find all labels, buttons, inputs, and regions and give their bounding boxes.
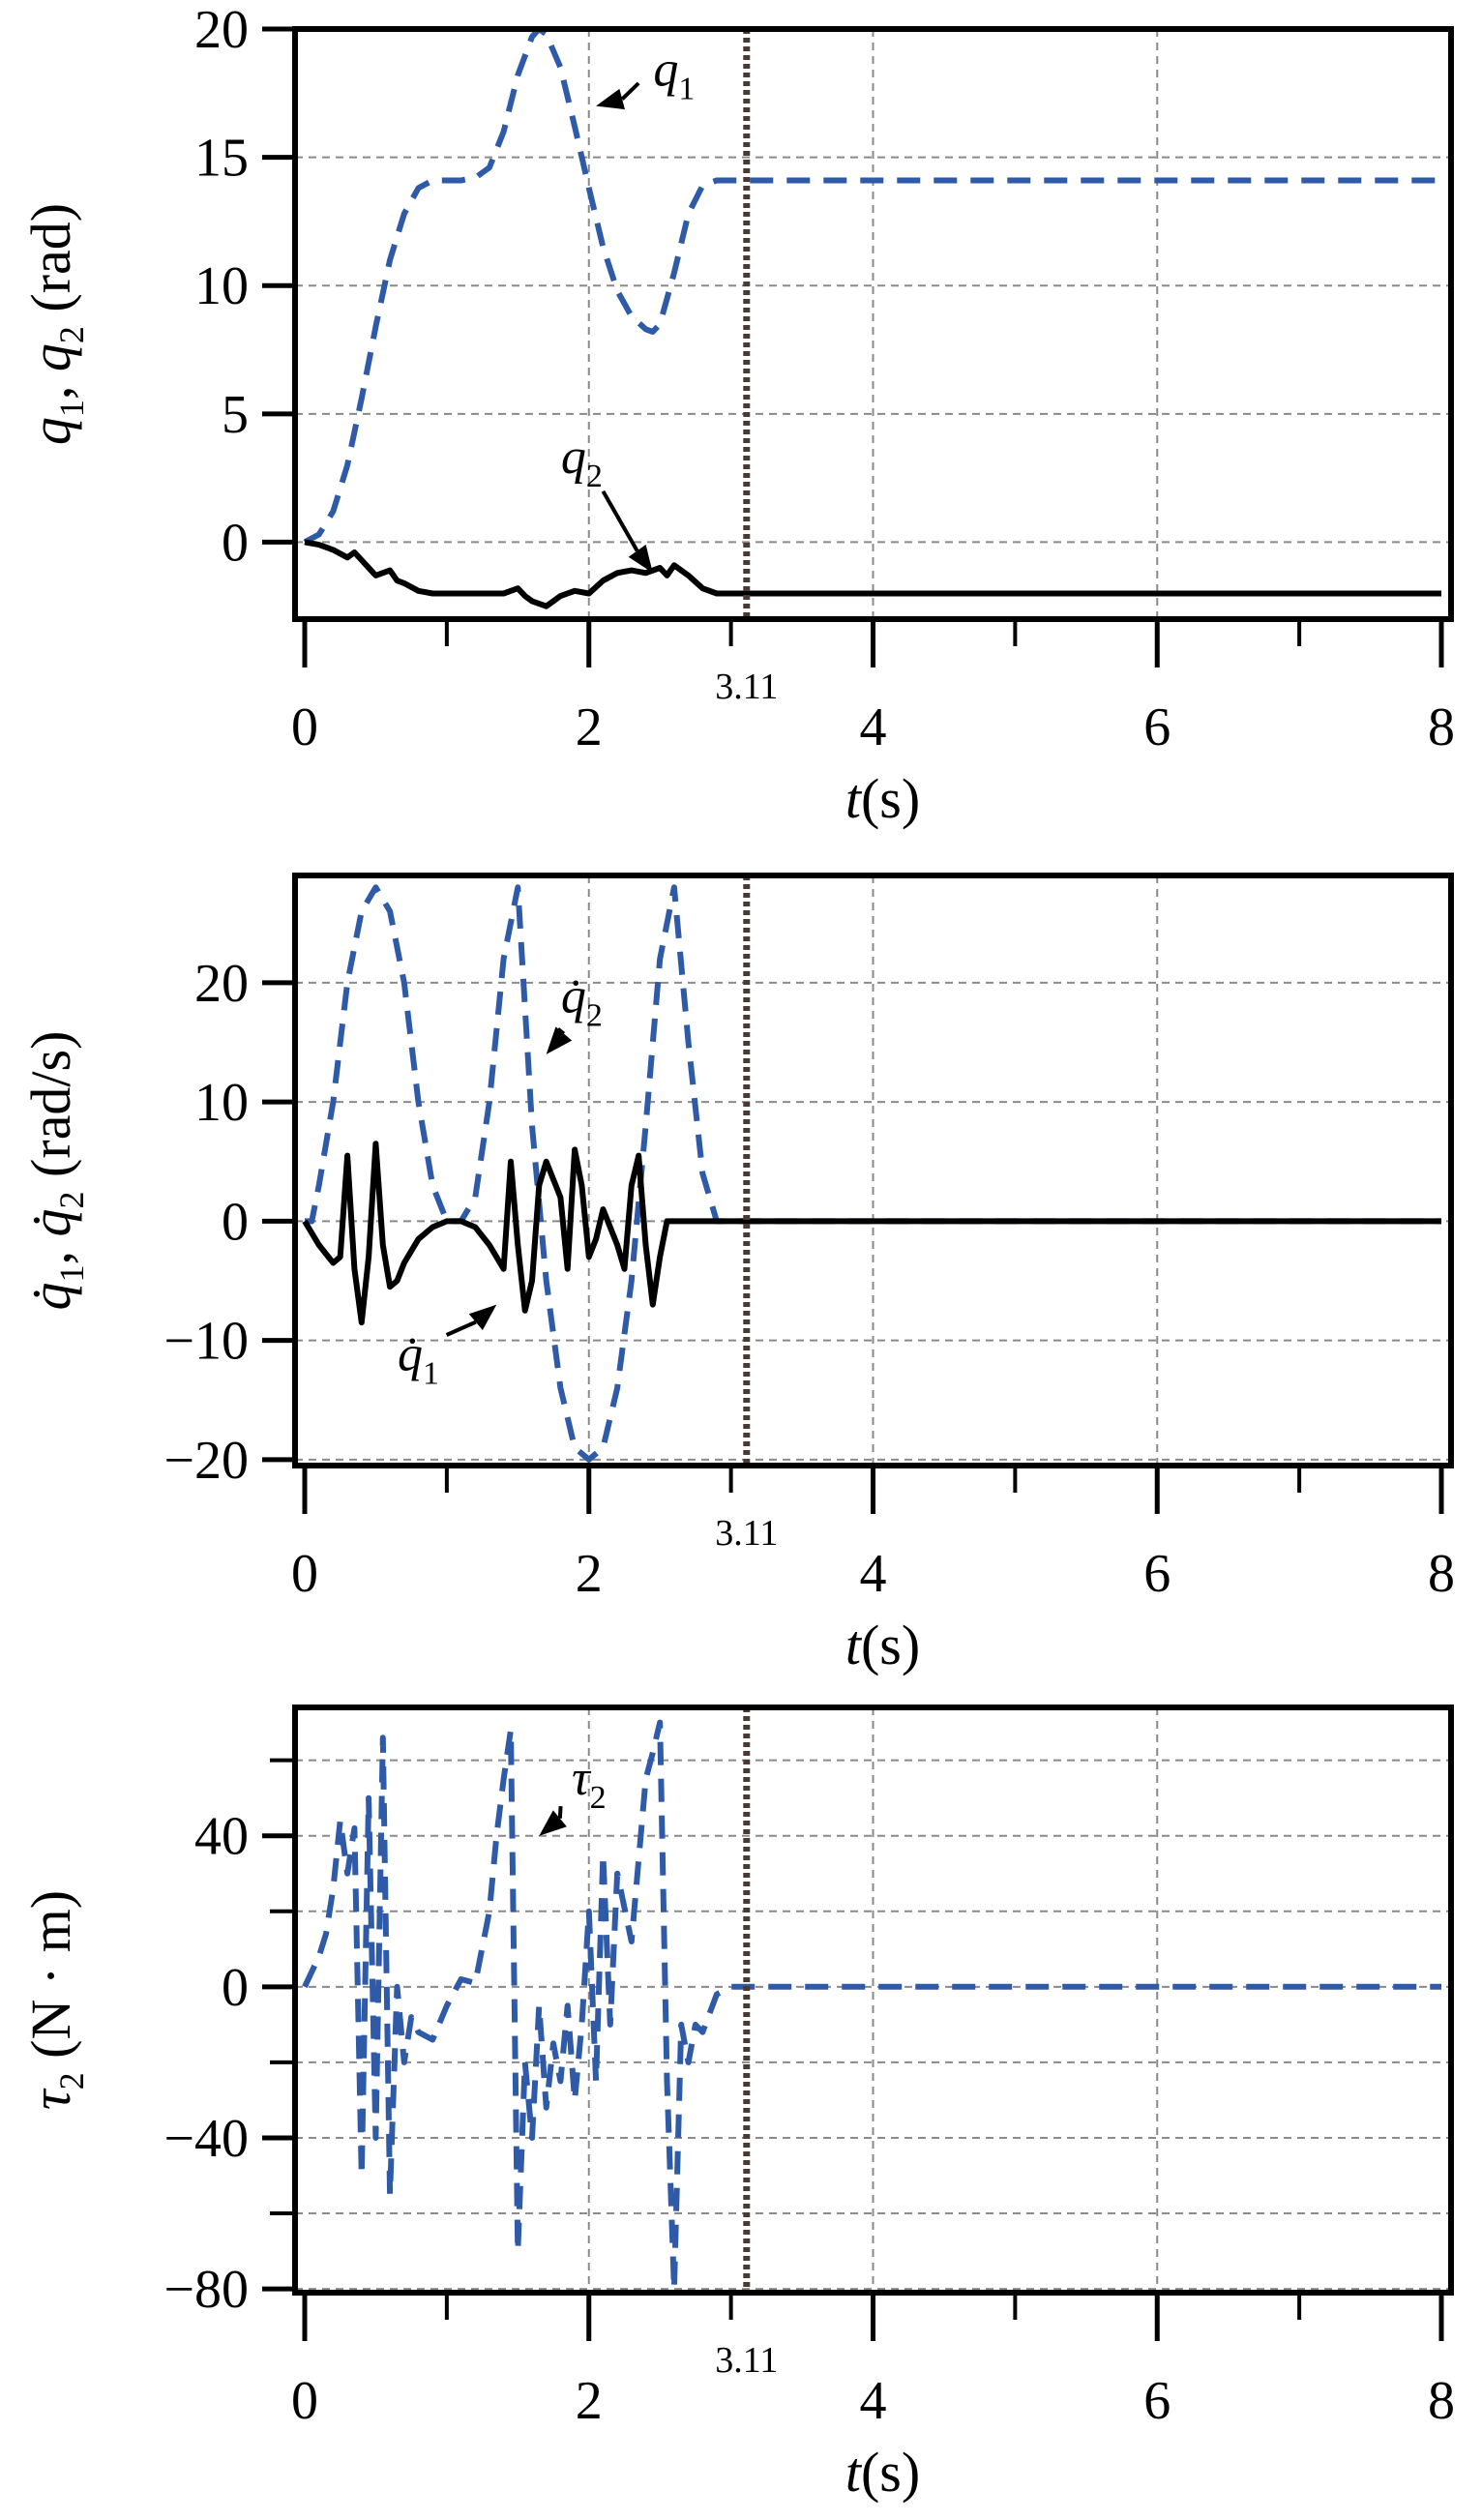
annotation-arrow [620,81,640,101]
x-tick-label: 8 [1428,1544,1455,1604]
y-tick-label: 0 [222,1192,249,1252]
y-axis-title: q̇1, q̇2 (rad/s) [19,1031,91,1311]
y-tick-label: 5 [222,385,249,445]
y-tick-label: 20 [194,954,249,1014]
y-tick-label: −40 [163,2109,249,2169]
annotation-label: q1 [653,42,695,106]
arrow-head [596,88,625,110]
annotation-arrow [445,1319,477,1337]
y-tick-label: 20 [194,0,249,60]
x-tick-label: 6 [1143,2371,1171,2431]
y-tick-label: 0 [222,1958,249,2018]
settling-time-label: 3.11 [715,667,778,707]
settling-time-label: 3.11 [715,2340,778,2381]
y-tick-label: 10 [194,1073,249,1133]
x-tick-label: 8 [1428,697,1455,757]
x-tick-label: 4 [860,2371,887,2431]
x-tick-label: 0 [291,697,318,757]
y-tick-label: −10 [163,1312,249,1372]
velocity-panel: 3.11 0 2 4 6 8 −20 −10 0 10 20 t(s) q̇1, q̇2 (rad/s)… [19,873,1455,1676]
x-axis-title: t(s) [845,767,920,830]
annotation-arrow [601,489,639,552]
annotation-velocity-1: q̇1 [398,1304,497,1391]
annotation-label: q̇2 [561,969,603,1034]
annotation-torque-0: τ2 [539,1751,607,1836]
y-tick-label: 15 [194,129,249,189]
y-axis-title: q1, q2 (rad) [19,203,91,445]
y-tick-label: −80 [163,2260,249,2320]
x-tick-label: 4 [860,1544,887,1604]
x-tick-label: 6 [1143,697,1171,757]
x-axis-title: t(s) [845,1614,920,1676]
settling-time-label: 3.11 [715,1513,778,1554]
x-tick-label: 6 [1143,1544,1171,1604]
y-tick-label: 40 [194,1807,249,1867]
series-line-q2-dashed [305,884,1441,1463]
series-line-q1-solid [302,1141,1441,1326]
x-tick-label: 0 [291,1544,318,1604]
x-tick-label: 0 [291,2371,318,2431]
x-axis-title: t(s) [845,2441,920,2504]
annotation-position-0: q1 [596,42,695,110]
annotation-label: q2 [561,430,603,494]
annotation-label: τ2 [572,1751,607,1816]
annotation-label: q̇1 [398,1326,439,1391]
arrow-head [468,1304,497,1331]
position-panel: 3.11 0 2 4 6 8 0 5 10 15 20 t(s) q1, q2 (rad) q1 q2 [19,0,1455,830]
x-tick-label: 2 [576,697,603,757]
annotation-arrow [557,1806,563,1819]
x-tick-label: 8 [1428,2371,1455,2431]
x-tick-label: 2 [576,1544,603,1604]
annotation-velocity-0: q̇2 [546,969,603,1054]
torque-panel: 3.11 0 2 4 6 8 −80 −40 0 40 t(s) τ2 (N · m) τ2 [19,1705,1455,2504]
series-line-q2-solid [304,539,1441,609]
arrow-head [546,1026,573,1054]
x-tick-label: 2 [576,2371,603,2431]
y-tick-label: −20 [163,1431,249,1491]
arrow-head [539,1810,567,1836]
y-tick-label: 0 [222,513,249,573]
y-axis-title: τ2 (N · m) [19,1890,91,2110]
x-tick-label: 4 [860,697,887,757]
annotation-position-1: q2 [561,430,653,574]
y-tick-label: 10 [194,256,249,316]
arrow-head [628,545,653,574]
